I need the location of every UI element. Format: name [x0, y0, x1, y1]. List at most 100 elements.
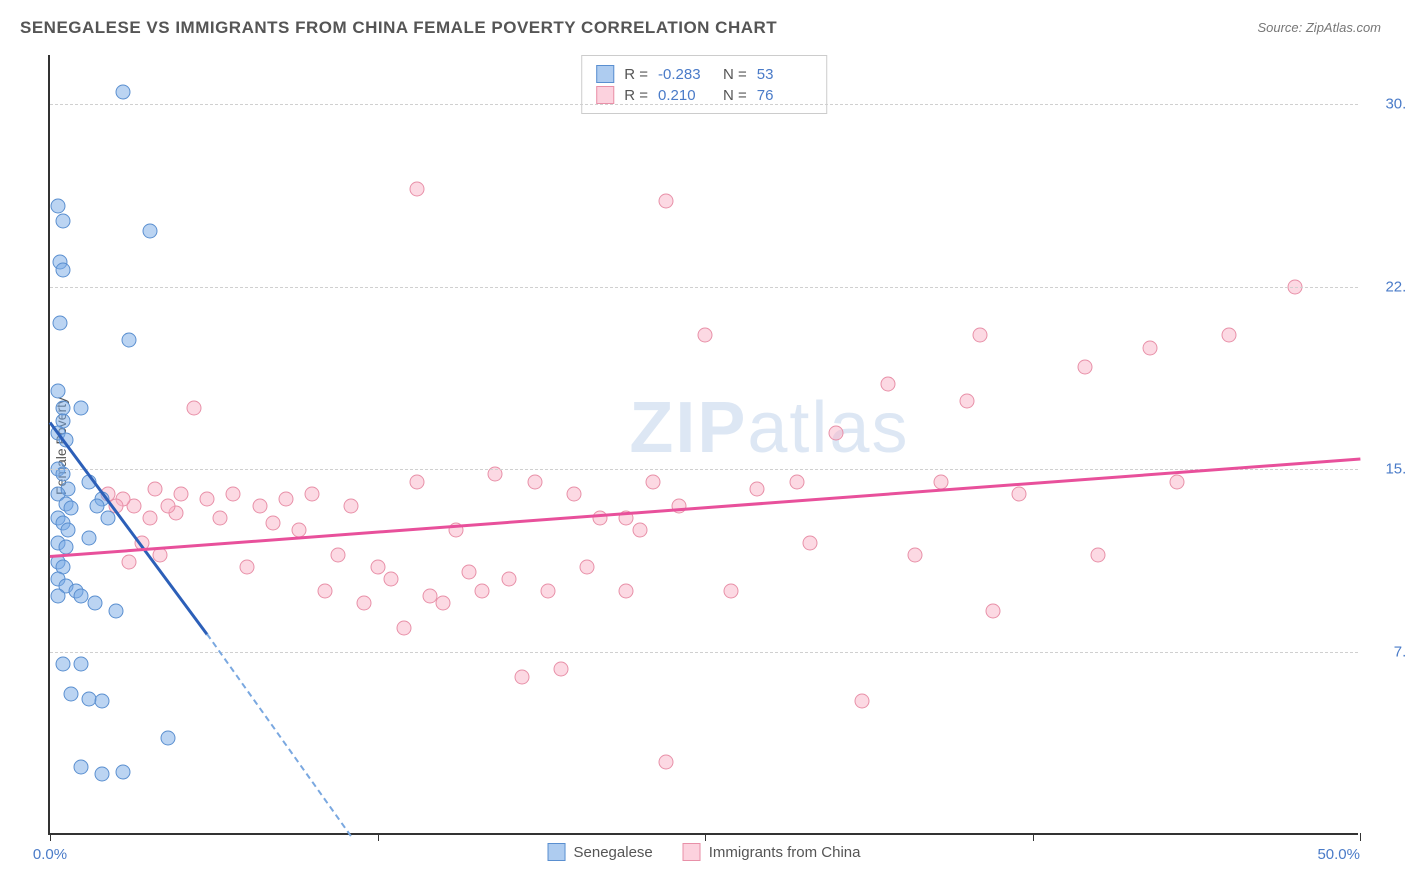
- data-point: [200, 491, 215, 506]
- y-tick-label: 7.5%: [1368, 644, 1406, 661]
- data-point: [252, 498, 267, 513]
- data-point: [632, 523, 647, 538]
- plot-area: ZIPatlas R = -0.283 N = 53 R = 0.210 N =…: [48, 55, 1358, 835]
- gridline: [50, 287, 1358, 288]
- x-tick: [50, 833, 51, 841]
- data-point: [383, 572, 398, 587]
- data-point: [829, 425, 844, 440]
- data-point: [409, 474, 424, 489]
- data-point: [789, 474, 804, 489]
- source-attribution: Source: ZipAtlas.com: [1257, 20, 1381, 35]
- data-point: [53, 316, 68, 331]
- swatch-blue: [548, 843, 566, 861]
- x-tick: [1033, 833, 1034, 841]
- watermark: ZIPatlas: [629, 387, 909, 469]
- data-point: [409, 182, 424, 197]
- data-point: [239, 559, 254, 574]
- data-point: [56, 262, 71, 277]
- data-point: [671, 498, 686, 513]
- x-tick: [378, 833, 379, 841]
- gridline: [50, 652, 1358, 653]
- data-point: [95, 767, 110, 782]
- data-point: [1012, 486, 1027, 501]
- data-point: [121, 333, 136, 348]
- swatch-blue: [596, 65, 614, 83]
- swatch-pink: [596, 86, 614, 104]
- data-point: [82, 530, 97, 545]
- data-point: [74, 657, 89, 672]
- x-tick: [705, 833, 706, 841]
- data-point: [724, 584, 739, 599]
- legend-item-blue: Senegalese: [548, 843, 653, 861]
- data-point: [142, 511, 157, 526]
- swatch-pink: [683, 843, 701, 861]
- data-point: [56, 657, 71, 672]
- data-point: [187, 401, 202, 416]
- x-tick: [1360, 833, 1361, 841]
- data-point: [74, 759, 89, 774]
- data-point: [278, 491, 293, 506]
- data-point: [100, 511, 115, 526]
- data-point: [74, 401, 89, 416]
- r-label: R =: [624, 87, 648, 104]
- legend-row-blue: R = -0.283 N = 53: [596, 65, 812, 83]
- data-point: [116, 84, 131, 99]
- data-point: [396, 620, 411, 635]
- n-label: N =: [723, 66, 747, 83]
- data-point: [475, 584, 490, 599]
- trend-line-pink: [50, 457, 1360, 557]
- data-point: [658, 194, 673, 209]
- series-name-pink: Immigrants from China: [709, 844, 861, 861]
- y-tick-label: 15.0%: [1368, 461, 1406, 478]
- data-point: [56, 213, 71, 228]
- gridline: [50, 469, 1358, 470]
- gridline: [50, 104, 1358, 105]
- trend-line-blue-extrapolated: [206, 633, 352, 836]
- y-tick-label: 22.5%: [1368, 278, 1406, 295]
- y-tick-label: 30.0%: [1368, 95, 1406, 112]
- data-point: [802, 535, 817, 550]
- data-point: [907, 547, 922, 562]
- data-point: [580, 559, 595, 574]
- data-point: [698, 328, 713, 343]
- data-point: [501, 572, 516, 587]
- x-tick-label-max: 50.0%: [1317, 846, 1360, 863]
- data-point: [436, 596, 451, 611]
- data-point: [108, 603, 123, 618]
- data-point: [750, 481, 765, 496]
- data-point: [50, 199, 65, 214]
- data-point: [370, 559, 385, 574]
- data-point: [881, 377, 896, 392]
- data-point: [318, 584, 333, 599]
- data-point: [960, 394, 975, 409]
- n-label: N =: [723, 87, 747, 104]
- data-point: [160, 730, 175, 745]
- data-point: [265, 516, 280, 531]
- data-point: [1222, 328, 1237, 343]
- data-point: [305, 486, 320, 501]
- data-point: [63, 686, 78, 701]
- series-name-blue: Senegalese: [574, 844, 653, 861]
- data-point: [95, 693, 110, 708]
- data-point: [357, 596, 372, 611]
- data-point: [540, 584, 555, 599]
- data-point: [226, 486, 241, 501]
- data-point: [1169, 474, 1184, 489]
- data-point: [63, 501, 78, 516]
- data-point: [422, 589, 437, 604]
- data-point: [973, 328, 988, 343]
- data-point: [1091, 547, 1106, 562]
- data-point: [142, 223, 157, 238]
- data-point: [87, 596, 102, 611]
- r-value-pink: 0.210: [658, 87, 713, 104]
- data-point: [462, 564, 477, 579]
- legend-item-pink: Immigrants from China: [683, 843, 861, 861]
- data-point: [527, 474, 542, 489]
- data-point: [160, 498, 175, 513]
- data-point: [331, 547, 346, 562]
- x-tick-label-min: 0.0%: [33, 846, 67, 863]
- correlation-legend: R = -0.283 N = 53 R = 0.210 N = 76: [581, 55, 827, 114]
- data-point: [50, 589, 65, 604]
- r-value-blue: -0.283: [658, 66, 713, 83]
- r-label: R =: [624, 66, 648, 83]
